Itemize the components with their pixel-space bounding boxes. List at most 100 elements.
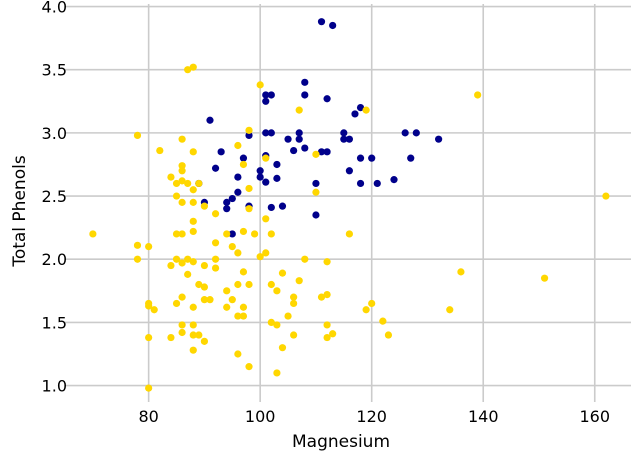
data-point-navy <box>323 95 331 103</box>
data-point-gold <box>189 227 197 236</box>
data-point-navy <box>262 129 270 137</box>
data-point-navy <box>317 18 326 26</box>
data-point-gold <box>234 141 242 150</box>
data-point-gold <box>145 302 153 310</box>
data-point-gold <box>323 333 331 342</box>
data-point-gold <box>178 198 186 206</box>
data-point-gold <box>273 369 281 377</box>
data-point-gold <box>540 274 549 282</box>
data-point-navy <box>329 21 337 30</box>
data-point-gold <box>234 312 242 320</box>
data-point-gold <box>239 227 248 236</box>
data-point-navy <box>356 179 365 188</box>
data-point-navy <box>267 91 275 99</box>
data-point-gold <box>290 331 298 339</box>
data-point-navy <box>301 144 309 152</box>
data-point-gold <box>195 280 203 289</box>
gridlines <box>65 4 631 402</box>
data-point-navy <box>373 179 381 188</box>
x-axis-label: Magnesium <box>292 432 390 452</box>
data-point-gold <box>290 299 298 308</box>
data-point-navy <box>323 148 331 156</box>
data-point-navy <box>245 131 253 140</box>
data-point-navy <box>217 148 225 156</box>
data-point-gold <box>200 261 209 270</box>
data-point-gold <box>150 306 158 314</box>
y-tick-labels: 1.0 1.5 2.0 2.5 3.0 3.5 4.0 <box>42 0 67 396</box>
data-point-gold <box>379 317 387 325</box>
data-point-gold <box>239 268 248 276</box>
data-point-navy <box>211 164 220 172</box>
data-point-gold <box>172 230 181 238</box>
data-point-navy <box>234 173 242 181</box>
data-point-gold <box>457 268 465 276</box>
data-point-gold <box>195 179 203 188</box>
data-point-gold <box>172 179 181 188</box>
data-point-gold <box>256 81 264 89</box>
y-tick-label: 1.0 <box>42 377 67 396</box>
data-point-gold <box>273 321 281 329</box>
data-point-navy <box>368 154 376 162</box>
data-point-navy <box>256 173 264 181</box>
data-point-gold <box>145 384 153 392</box>
data-point-navy <box>267 203 275 212</box>
data-point-gold <box>211 264 220 272</box>
y-axis-label: Total Phenols <box>10 155 30 267</box>
data-point-gold <box>178 293 186 301</box>
data-point-gold <box>206 296 214 304</box>
data-point-gold <box>184 66 192 74</box>
data-point-gold <box>317 293 326 301</box>
x-tick-label: 100 <box>245 407 276 426</box>
data-point-gold <box>474 91 482 99</box>
data-point-gold <box>345 230 353 238</box>
data-point-navy <box>312 179 320 188</box>
data-point-navy <box>345 167 353 175</box>
data-point-navy <box>356 154 365 162</box>
data-point-gold <box>178 259 186 267</box>
data-point-gold <box>250 230 259 238</box>
data-point-gold <box>362 106 370 114</box>
data-point-gold <box>267 318 275 326</box>
data-point-gold <box>245 184 253 193</box>
data-point-navy <box>262 178 270 186</box>
data-point-gold <box>189 148 197 156</box>
data-point-gold <box>184 255 192 263</box>
data-point-gold <box>312 188 320 196</box>
x-tick-label: 160 <box>579 407 610 426</box>
data-point-gold <box>184 270 192 278</box>
y-tick-label: 3.5 <box>42 61 67 80</box>
y-tick-label: 3.0 <box>42 124 67 143</box>
data-point-navy <box>290 146 298 155</box>
data-point-gold <box>323 321 331 329</box>
data-point-navy <box>301 78 309 86</box>
data-point-navy <box>273 174 281 182</box>
data-point-navy <box>412 129 420 137</box>
data-point-gold <box>178 230 186 238</box>
data-point-gold <box>172 255 181 263</box>
data-point-gold <box>167 173 175 181</box>
data-point-navy <box>262 97 270 105</box>
data-point-gold <box>239 160 248 169</box>
data-point-gold <box>262 154 270 162</box>
data-point-gold <box>89 230 97 238</box>
data-point-gold <box>178 162 186 170</box>
data-point-gold <box>133 255 142 263</box>
data-point-gold <box>200 202 209 210</box>
data-point-gold <box>245 126 253 134</box>
data-point-navy <box>228 194 236 203</box>
data-point-gold <box>234 249 242 257</box>
data-point-gold <box>211 255 220 263</box>
data-point-gold <box>145 333 153 342</box>
data-point-gold <box>145 242 153 251</box>
data-point-gold <box>368 299 376 308</box>
x-tick-label: 80 <box>138 407 158 426</box>
data-point-navy <box>345 135 353 143</box>
data-point-gold <box>200 337 209 345</box>
data-point-navy <box>340 129 348 137</box>
data-point-gold <box>284 312 292 320</box>
data-point-navy <box>262 91 270 99</box>
data-point-gold <box>200 283 209 291</box>
data-point-gold <box>312 150 320 158</box>
data-point-navy <box>295 129 303 137</box>
